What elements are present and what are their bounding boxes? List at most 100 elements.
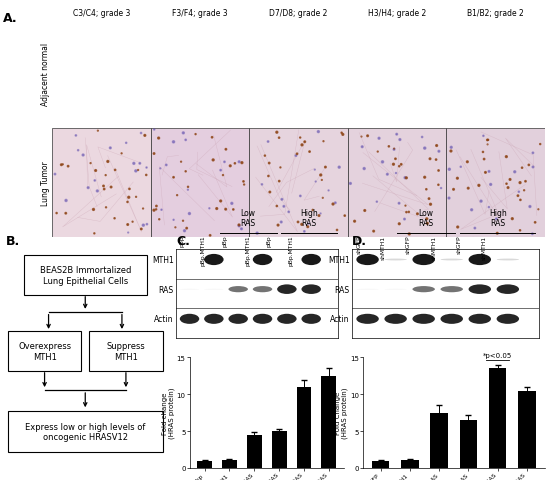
Text: Low
RAS: Low RAS bbox=[419, 209, 433, 228]
Point bbox=[190, 317, 199, 325]
Point bbox=[530, 264, 538, 272]
Point bbox=[80, 257, 89, 264]
Point bbox=[314, 129, 323, 136]
Point bbox=[280, 277, 289, 285]
Point bbox=[324, 236, 333, 244]
Point bbox=[346, 254, 355, 262]
Point bbox=[69, 299, 78, 306]
Point bbox=[172, 254, 180, 262]
Point bbox=[485, 258, 494, 265]
Point bbox=[262, 297, 271, 304]
Point bbox=[395, 163, 404, 171]
Point bbox=[122, 140, 130, 147]
Point bbox=[106, 267, 114, 275]
Point bbox=[514, 192, 522, 200]
Point bbox=[399, 325, 408, 333]
Point bbox=[173, 241, 182, 249]
Point bbox=[367, 309, 376, 317]
Point bbox=[461, 286, 470, 294]
Text: B1/B2; grade 2: B1/B2; grade 2 bbox=[467, 9, 524, 18]
Point bbox=[162, 162, 170, 169]
Point bbox=[530, 292, 539, 300]
Point bbox=[400, 277, 409, 285]
Point bbox=[234, 268, 243, 276]
Point bbox=[179, 217, 188, 225]
Point bbox=[208, 257, 217, 265]
Point bbox=[113, 286, 122, 294]
Point bbox=[152, 206, 161, 214]
Point bbox=[152, 312, 161, 320]
Point bbox=[256, 338, 265, 346]
Point bbox=[480, 156, 488, 164]
Point bbox=[359, 236, 367, 243]
Point bbox=[221, 240, 229, 247]
Point bbox=[465, 276, 474, 283]
Point bbox=[209, 157, 218, 165]
Point bbox=[383, 340, 392, 348]
Point bbox=[375, 135, 383, 143]
Point bbox=[103, 158, 112, 166]
Point bbox=[102, 204, 111, 212]
Point bbox=[139, 222, 148, 229]
Point bbox=[289, 267, 298, 275]
Point bbox=[531, 265, 540, 273]
Point bbox=[76, 312, 85, 320]
Point bbox=[391, 156, 400, 163]
Point bbox=[423, 220, 432, 228]
Point bbox=[481, 311, 490, 319]
Ellipse shape bbox=[469, 314, 491, 324]
Point bbox=[139, 336, 148, 343]
Point bbox=[261, 301, 270, 309]
Point bbox=[525, 317, 534, 325]
Point bbox=[117, 150, 126, 158]
Point bbox=[163, 340, 172, 348]
Point bbox=[285, 256, 294, 264]
Point bbox=[433, 267, 442, 275]
Point bbox=[420, 145, 429, 153]
Point bbox=[349, 296, 358, 303]
Point bbox=[262, 258, 271, 266]
Point bbox=[423, 242, 432, 250]
Point bbox=[298, 334, 306, 342]
Point bbox=[532, 329, 541, 337]
Point bbox=[470, 318, 478, 325]
Point bbox=[400, 252, 409, 260]
Point bbox=[500, 334, 509, 341]
Point bbox=[322, 304, 331, 312]
Point bbox=[173, 192, 182, 200]
Point bbox=[464, 185, 472, 192]
Point bbox=[453, 175, 462, 183]
Point bbox=[406, 255, 415, 263]
Point bbox=[222, 279, 230, 287]
Point bbox=[461, 305, 470, 313]
Point bbox=[261, 254, 270, 262]
Point bbox=[415, 339, 424, 347]
Point bbox=[120, 317, 129, 324]
Point bbox=[486, 284, 495, 292]
Point bbox=[420, 325, 428, 333]
Point bbox=[401, 174, 410, 182]
Point bbox=[198, 273, 207, 280]
Point bbox=[90, 324, 99, 332]
Point bbox=[289, 323, 298, 331]
Point bbox=[288, 266, 296, 274]
Point bbox=[275, 328, 284, 336]
Point bbox=[493, 230, 502, 238]
Ellipse shape bbox=[384, 259, 407, 261]
Point bbox=[83, 249, 92, 256]
Text: pBp.MTH1: pBp.MTH1 bbox=[201, 235, 206, 266]
Point bbox=[230, 292, 239, 300]
Point bbox=[72, 306, 81, 314]
Point bbox=[485, 236, 493, 243]
Point bbox=[470, 225, 479, 232]
Point bbox=[356, 249, 365, 256]
Point bbox=[150, 150, 158, 158]
Point bbox=[416, 253, 425, 261]
Point bbox=[89, 256, 98, 264]
Point bbox=[125, 186, 134, 193]
Point bbox=[510, 168, 519, 176]
Point bbox=[311, 178, 320, 186]
Point bbox=[196, 290, 205, 298]
Point bbox=[111, 167, 119, 174]
Point bbox=[99, 328, 108, 336]
